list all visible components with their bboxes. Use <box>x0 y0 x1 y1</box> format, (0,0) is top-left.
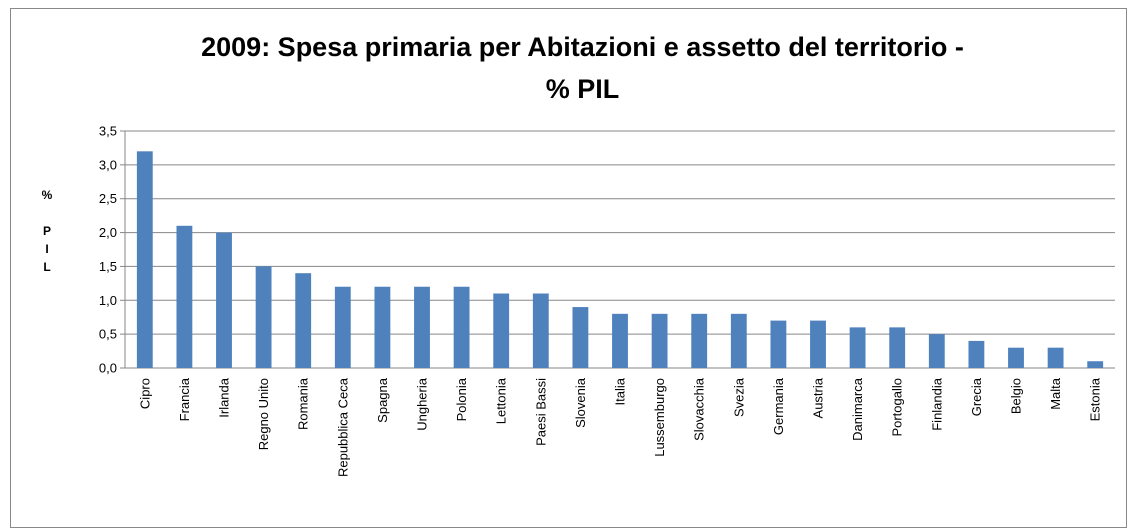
x-tick-label: Svezia <box>731 377 746 417</box>
bar <box>849 327 866 368</box>
bar <box>1008 347 1024 368</box>
y-tick-label: 0,5 <box>99 327 117 342</box>
bar <box>1087 361 1104 368</box>
y-tick-label: 2,5 <box>99 191 117 206</box>
y-tick-label: 1,0 <box>99 293 117 308</box>
bar <box>968 340 985 368</box>
chart-title: 2009: Spesa primaria per Abitazioni e as… <box>201 32 964 62</box>
x-tick-label: Belgio <box>1009 378 1024 414</box>
chart-border <box>10 8 1127 528</box>
x-tick-label: Spagna <box>375 377 390 423</box>
x-tick-label: Paesi Bassi <box>533 378 548 446</box>
x-tick-label: Malta <box>1048 377 1063 410</box>
bar <box>730 313 747 368</box>
bar <box>691 313 708 368</box>
x-tick-label: Finlandia <box>929 377 944 431</box>
x-tick-label: Estonia <box>1088 377 1103 421</box>
y-tick-label: 3,5 <box>99 124 117 139</box>
y-tick-label: 2,0 <box>99 225 117 240</box>
x-tick-label: Germania <box>771 377 786 435</box>
x-tick-label: Portogallo <box>890 378 905 437</box>
bar <box>612 313 628 368</box>
bar <box>295 273 312 368</box>
x-tick-label: Italia <box>613 377 628 405</box>
bar <box>176 225 193 368</box>
x-tick-label: Regno Unito <box>256 378 271 450</box>
x-tick-label: Lettonia <box>494 377 509 424</box>
y-tick-label: 3,0 <box>99 157 117 172</box>
bar <box>493 293 510 368</box>
bar <box>889 327 906 368</box>
bar <box>255 266 272 368</box>
x-tick-label: Romania <box>296 377 311 430</box>
y-tick-label: 0,0 <box>99 361 117 376</box>
x-tick-label: Francia <box>177 377 192 421</box>
bar <box>136 151 153 368</box>
bar <box>374 286 391 368</box>
x-tick-label: Grecia <box>969 377 984 416</box>
bar <box>532 293 549 368</box>
bar <box>1047 347 1064 368</box>
y-axis-label: % PIL <box>40 188 54 278</box>
bar <box>928 334 945 368</box>
bar <box>334 286 351 368</box>
x-tick-label: Repubblica Ceca <box>335 377 350 477</box>
bar <box>651 313 668 368</box>
x-tick-label: Lussemburgo <box>652 378 667 457</box>
x-tick-label: Slovenia <box>573 377 588 428</box>
bar <box>414 286 430 368</box>
bar <box>216 232 232 368</box>
x-tick-label: Irlanda <box>217 377 232 418</box>
x-tick-label: Austria <box>811 377 826 418</box>
bar <box>770 320 787 368</box>
y-tick-label: 1,5 <box>99 259 117 274</box>
bar <box>572 307 589 368</box>
x-tick-label: Cipro <box>137 378 152 409</box>
x-tick-label: Ungheria <box>415 377 430 431</box>
bar <box>810 320 826 368</box>
chart-title: % PIL <box>545 74 620 104</box>
x-tick-label: Slovacchia <box>692 377 707 441</box>
x-tick-label: Danimarca <box>850 377 865 441</box>
x-tick-label: Polonia <box>454 377 469 421</box>
bar <box>453 286 470 368</box>
